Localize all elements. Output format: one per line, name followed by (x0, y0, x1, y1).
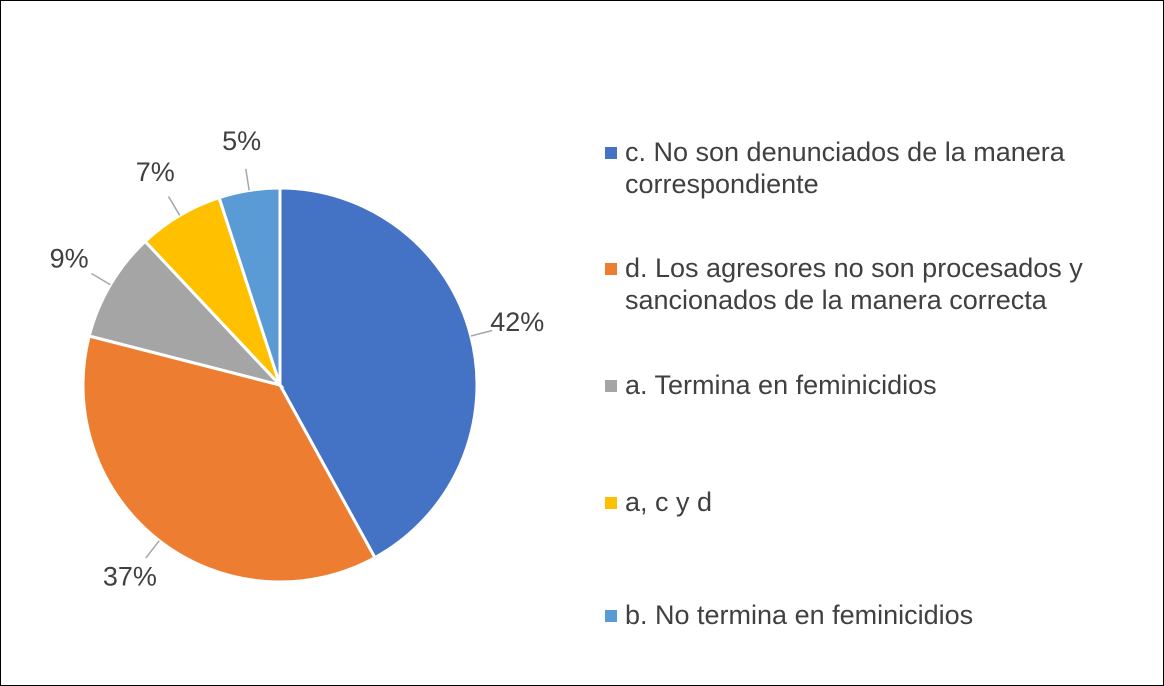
legend-label: a, c y d (625, 487, 713, 517)
leader-line (245, 168, 250, 191)
pie-slice (278, 186, 479, 560)
legend-swatch (605, 610, 617, 622)
legend-entry: c. No son denunciados de la manera corre… (605, 136, 1163, 200)
data-label: 42% (490, 307, 544, 337)
leader-line (470, 329, 493, 337)
legend-label: a. Termina en feminicidios (625, 370, 937, 400)
data-label: 5% (222, 126, 261, 156)
legend-entry: a. Termina en feminicidios (605, 369, 1163, 401)
legend-swatch (605, 263, 617, 275)
leader-line (145, 540, 160, 559)
data-label: 9% (50, 243, 89, 273)
data-label: 7% (136, 157, 175, 187)
legend-label: c. No son denunciados de la manera corre… (625, 137, 1065, 199)
legend-entry: b. No termina en feminicidios (605, 599, 1163, 631)
legend-swatch (605, 497, 617, 509)
legend-swatch (605, 147, 617, 159)
legend-swatch (605, 380, 617, 392)
data-label: 37% (103, 562, 157, 592)
pie-slice (217, 186, 282, 386)
legend-label: b. No termina en feminicidios (625, 600, 974, 630)
leader-line (167, 196, 181, 216)
pie-slice (81, 334, 377, 584)
legend-entry: d. Los agresores no son procesados y san… (605, 252, 1163, 316)
legend-label: d. Los agresores no son procesados y san… (625, 253, 1083, 315)
leader-line (91, 272, 111, 286)
legend-entry: a, c y d (605, 486, 1163, 518)
